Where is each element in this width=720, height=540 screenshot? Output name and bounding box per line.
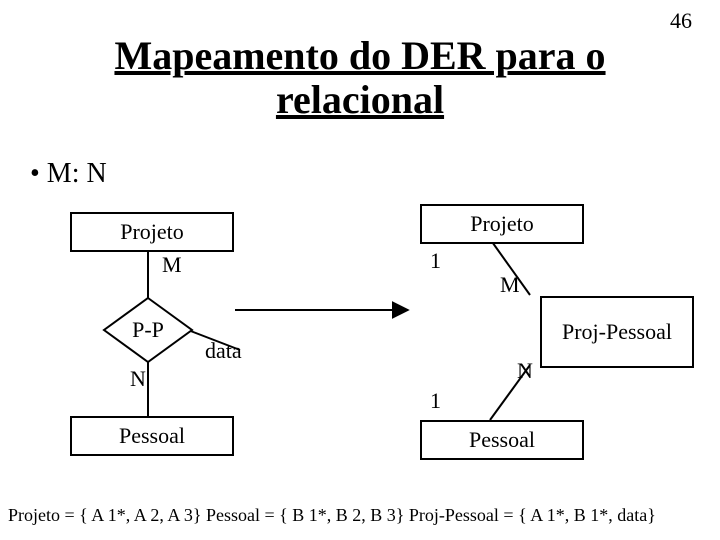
- footer-schemas: Projeto = { A 1*, A 2, A 3} Pessoal = { …: [8, 505, 712, 526]
- diagram-stage: P-P Projeto M N data Pessoal Projeto Pro…: [0, 190, 720, 500]
- card-n-left: N: [130, 366, 146, 392]
- title-line-2: relacional: [276, 77, 444, 122]
- page-title: Mapeamento do DER para o relacional: [0, 34, 720, 122]
- card-m-right: M: [500, 272, 520, 298]
- title-line-1: Mapeamento do DER para o: [114, 33, 605, 78]
- bullet-mn: • M: N: [30, 158, 107, 190]
- entity-pessoal-left: Pessoal: [70, 416, 234, 456]
- entity-projeto-left: Projeto: [70, 212, 234, 252]
- card-n-right: N: [517, 358, 533, 384]
- card-1-bottom: 1: [430, 388, 441, 414]
- relationship-label: P-P: [132, 317, 164, 342]
- card-1-top: 1: [430, 248, 441, 274]
- entity-projeto-right: Projeto: [420, 204, 584, 244]
- card-m-left: M: [162, 252, 182, 278]
- entity-pessoal-right: Pessoal: [420, 420, 584, 460]
- slide-number: 46: [670, 8, 692, 34]
- entity-proj-pessoal: Proj-Pessoal: [540, 296, 694, 368]
- rel-attr-data: data: [205, 338, 242, 364]
